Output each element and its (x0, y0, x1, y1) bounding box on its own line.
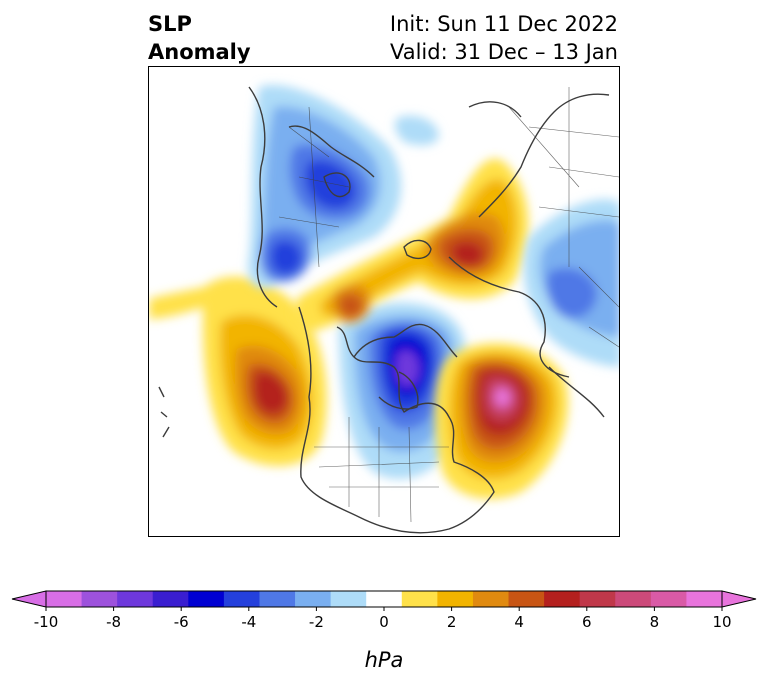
colorbar-segment (46, 591, 83, 607)
map-canvas (149, 85, 619, 534)
colorbar-segment (401, 591, 438, 607)
colorbar-segment (508, 591, 545, 607)
colorbar-ticks: -10 -8 -6 -4 -2 0 2 4 6 8 10 (34, 607, 732, 631)
colorbar-tick-label: 8 (650, 613, 660, 631)
colorbar-tick-label: 4 (514, 613, 524, 631)
atlantic-high-anomaly (435, 343, 569, 499)
colorbar-segment (223, 591, 260, 607)
colorbar-extension-high (721, 590, 757, 608)
pacific-high-anomaly (149, 276, 327, 466)
colorbar-tick-label: -4 (241, 613, 256, 631)
colorbar-segment (330, 591, 367, 607)
arctic-high-anomaly (293, 158, 529, 332)
title-line-2: Anomaly (148, 40, 251, 64)
colorbar-unit: hPa (364, 648, 404, 672)
colorbar-segment (615, 591, 652, 607)
init-date: Init: Sun 11 Dec 2022 (389, 12, 618, 36)
colorbar-segment (472, 591, 510, 607)
colorbar-extension-low (11, 590, 47, 608)
colorbar-segment (579, 591, 616, 607)
colorbar-segment (366, 591, 403, 607)
asia-low-anomaly (394, 115, 619, 367)
colorbar-tick-label: 10 (712, 613, 731, 631)
colorbar: -10 -8 -6 -4 -2 0 2 4 6 8 10 (11, 590, 757, 631)
slp-anomaly-map (148, 66, 620, 537)
colorbar-segment (686, 591, 723, 607)
colorbar-tick-label: -10 (34, 613, 59, 631)
colorbar-segment (437, 591, 474, 607)
colorbar-segment (81, 591, 118, 607)
forecast-info: Init: Sun 11 Dec 2022 Valid: 31 Dec – 13… (390, 10, 618, 66)
valid-range: Valid: 31 Dec – 13 Jan (389, 40, 618, 64)
colorbar-segment (152, 591, 189, 607)
colorbar-segment (295, 591, 332, 607)
colorbar-segment (188, 591, 225, 607)
colorbar-segment (544, 591, 581, 607)
colorbar-segment (650, 591, 687, 607)
colorbar-segment (117, 591, 154, 607)
colorbar-segment (259, 591, 296, 607)
map-title: SLP Anomaly (148, 10, 251, 66)
coastlines (158, 86, 610, 534)
colorbar-tick-label: 0 (379, 613, 389, 631)
colorbar-tick-label: -2 (309, 613, 324, 631)
colorbar-tick-label: -6 (174, 613, 189, 631)
country-borders (278, 87, 619, 523)
colorbar-segments (46, 591, 723, 607)
colorbar-tick-label: -8 (106, 613, 121, 631)
europe-low-anomaly (248, 85, 401, 288)
title-line-1: SLP (148, 12, 192, 36)
colorbar-tick-label: 2 (447, 613, 457, 631)
colorbar-tick-label: 6 (582, 613, 592, 631)
